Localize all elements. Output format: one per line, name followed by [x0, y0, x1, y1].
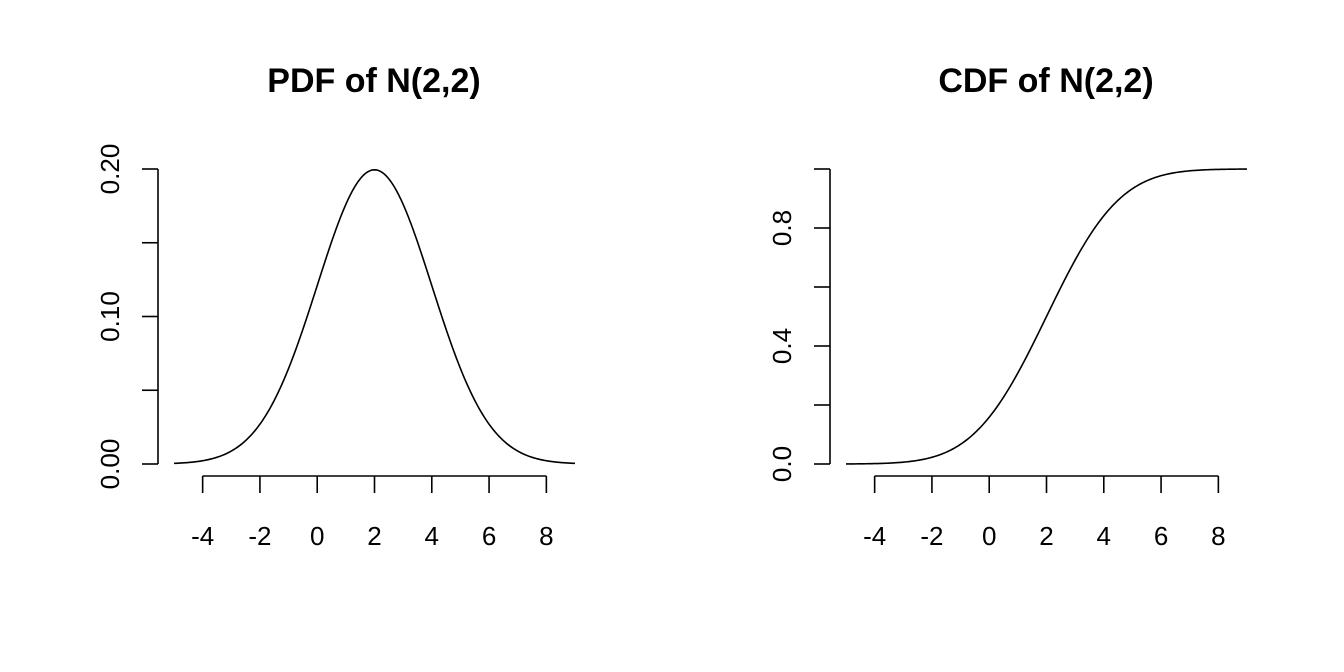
pdf-y-tick-label: 0.20 — [95, 144, 125, 195]
cdf-chart-title: CDF of N(2,2) — [938, 62, 1153, 100]
pdf-panel: PDF of N(2,2) 0.00 0.10 0.20 -4 -2 0 2 4 6 8 — [95, 62, 576, 551]
cdf-x-tick-label: -2 — [920, 521, 943, 551]
pdf-x-tick-label: -4 — [191, 521, 214, 551]
cdf-x-tick-label: 4 — [1097, 521, 1111, 551]
cdf-y-tick-label: 0.8 — [767, 210, 797, 246]
pdf-x-tick-label: 2 — [367, 521, 381, 551]
cdf-plot-area — [845, 168, 1248, 465]
cdf-panel: CDF of N(2,2) 0.0 0.4 0.8 -4 -2 0 2 4 6 8 — [767, 62, 1248, 551]
cdf-y-tick-label: 0.4 — [767, 328, 797, 364]
cdf-x-tick-label: 2 — [1039, 521, 1053, 551]
pdf-y-tick-label: 0.10 — [95, 291, 125, 342]
pdf-series-line — [173, 168, 576, 465]
pdf-chart-title: PDF of N(2,2) — [267, 62, 480, 100]
pdf-x-tick-label: -2 — [248, 521, 271, 551]
cdf-x-tick-label: 6 — [1154, 521, 1168, 551]
pdf-y-tick-label: 0.00 — [95, 439, 125, 490]
cdf-x-tick-label: -4 — [863, 521, 886, 551]
pdf-plot-area — [173, 168, 576, 465]
cdf-x-axis: -4 -2 0 2 4 6 8 — [863, 475, 1226, 551]
pdf-y-axis: 0.00 0.10 0.20 — [95, 144, 159, 490]
pdf-x-tick-label: 6 — [482, 521, 496, 551]
cdf-y-tick-label: 0.0 — [767, 446, 797, 482]
pdf-x-tick-label: 4 — [425, 521, 439, 551]
cdf-y-axis: 0.0 0.4 0.8 — [767, 168, 831, 482]
pdf-x-tick-label: 8 — [539, 521, 553, 551]
cdf-x-tick-label: 0 — [982, 521, 996, 551]
cdf-x-tick-label: 8 — [1211, 521, 1225, 551]
pdf-x-tick-label: 0 — [310, 521, 324, 551]
cdf-series-line — [845, 168, 1248, 465]
pdf-x-axis: -4 -2 0 2 4 6 8 — [191, 475, 554, 551]
